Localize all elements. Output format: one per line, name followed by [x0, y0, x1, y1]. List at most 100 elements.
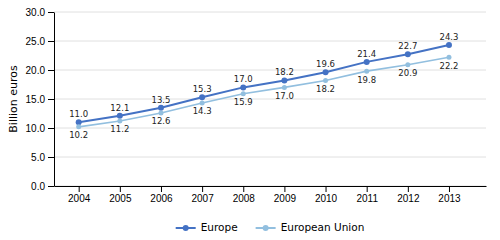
y-tick-label: 5.0 — [31, 152, 45, 163]
y-tick: 25.0 — [26, 36, 54, 47]
point-marker — [158, 110, 163, 115]
grid — [54, 12, 486, 186]
y-tick-mark — [48, 99, 54, 100]
data-label: 18.2 — [275, 67, 294, 77]
x-tick-mark — [202, 186, 203, 192]
y-axis: 0.0 5.0 10.0 15.0 20.0 25.0 30.0 — [26, 7, 55, 192]
y-tick-label: 0.0 — [31, 181, 45, 192]
point-marker — [405, 62, 410, 67]
point-marker — [282, 85, 287, 90]
point-marker — [323, 78, 328, 83]
x-tick: 2007 — [191, 186, 214, 204]
data-label: 13.5 — [152, 95, 171, 105]
x-axis-line — [55, 186, 487, 187]
x-tick-label: 2012 — [397, 193, 420, 204]
point-marker — [364, 69, 369, 74]
data-label: 12.1 — [110, 103, 129, 113]
y-tick: 5.0 — [31, 152, 54, 163]
legend: Europe European Union — [176, 221, 365, 233]
legend-item: European Union — [256, 221, 365, 233]
y-tick-label: 25.0 — [26, 36, 46, 47]
point-marker — [199, 94, 205, 100]
data-label: 20.9 — [398, 68, 417, 78]
x-tick-mark — [79, 186, 80, 192]
data-label: 15.3 — [193, 84, 212, 94]
legend-item: Europe — [176, 221, 238, 233]
y-tick-label: 20.0 — [26, 65, 46, 76]
x-tick-mark — [367, 186, 368, 192]
y-tick: 20.0 — [26, 65, 54, 76]
x-tick-mark — [408, 186, 409, 192]
grid-line — [54, 41, 486, 42]
data-label: 22.7 — [398, 41, 417, 51]
data-labels: 11.012.113.515.317.018.219.621.422.724.3… — [69, 32, 458, 140]
y-tick-mark — [48, 128, 54, 129]
point-marker — [200, 101, 205, 106]
y-tick: 10.0 — [26, 123, 54, 134]
legend-label: European Union — [281, 221, 365, 233]
plot-area — [76, 42, 452, 129]
x-tick-mark — [326, 186, 327, 192]
x-tick-mark — [449, 186, 450, 192]
legend-marker — [263, 225, 269, 231]
x-tick-label: 2013 — [438, 193, 461, 204]
x-tick: 2013 — [438, 186, 461, 204]
grid-line — [54, 99, 486, 100]
data-label: 12.6 — [152, 116, 171, 126]
x-tick-mark — [161, 186, 162, 192]
data-label: 18.2 — [316, 84, 335, 94]
y-tick-label: 15.0 — [26, 94, 46, 105]
x-tick: 2006 — [150, 186, 173, 204]
grid-line — [54, 12, 486, 13]
grid-line — [54, 157, 486, 158]
y-tick: 30.0 — [26, 7, 54, 18]
point-marker — [281, 77, 287, 83]
x-tick-mark — [120, 186, 121, 192]
x-tick-mark — [243, 186, 244, 192]
data-label: 17.0 — [234, 74, 253, 84]
x-tick: 2004 — [68, 186, 91, 204]
data-label: 19.6 — [316, 59, 335, 69]
point-marker — [240, 84, 246, 90]
data-label: 21.4 — [357, 49, 376, 59]
y-tick-mark — [48, 186, 54, 187]
x-tick-label: 2005 — [109, 193, 132, 204]
point-marker — [364, 59, 370, 65]
y-tick-mark — [48, 41, 54, 42]
data-label: 19.8 — [357, 75, 376, 85]
point-marker — [76, 124, 81, 129]
x-tick-label: 2008 — [233, 193, 256, 204]
point-marker — [323, 69, 329, 75]
data-label: 11.0 — [69, 109, 88, 119]
x-tick: 2012 — [397, 186, 420, 204]
x-tick: 2009 — [274, 186, 297, 204]
x-tick: 2010 — [315, 186, 338, 204]
data-label: 14.3 — [193, 106, 212, 116]
grid-line — [54, 186, 486, 187]
point-marker — [158, 105, 164, 111]
x-tick: 2005 — [109, 186, 132, 204]
point-marker — [446, 42, 452, 48]
point-marker — [117, 113, 123, 119]
chart: 0.0 5.0 10.0 15.0 20.0 25.0 30.0 2004 2005 2006 20… — [0, 0, 500, 240]
x-tick-label: 2004 — [68, 193, 91, 204]
data-label: 10.2 — [69, 130, 88, 140]
y-tick-mark — [48, 12, 54, 13]
x-tick-label: 2007 — [191, 193, 214, 204]
legend-marker — [183, 225, 189, 231]
y-tick-mark — [48, 70, 54, 71]
grid-line — [54, 70, 486, 71]
legend-label: Europe — [201, 221, 238, 233]
y-axis-title: Billion euros — [7, 65, 20, 133]
x-tick-label: 2009 — [274, 193, 297, 204]
y-tick: 15.0 — [26, 94, 54, 105]
x-tick-label: 2011 — [356, 193, 378, 204]
data-label: 11.2 — [110, 124, 129, 134]
point-marker — [446, 55, 451, 60]
x-tick-mark — [284, 186, 285, 192]
y-axis-line — [54, 13, 55, 187]
point-marker — [76, 119, 82, 125]
data-label: 15.9 — [234, 97, 253, 107]
y-tick-label: 30.0 — [26, 7, 46, 18]
x-tick-label: 2006 — [150, 193, 173, 204]
